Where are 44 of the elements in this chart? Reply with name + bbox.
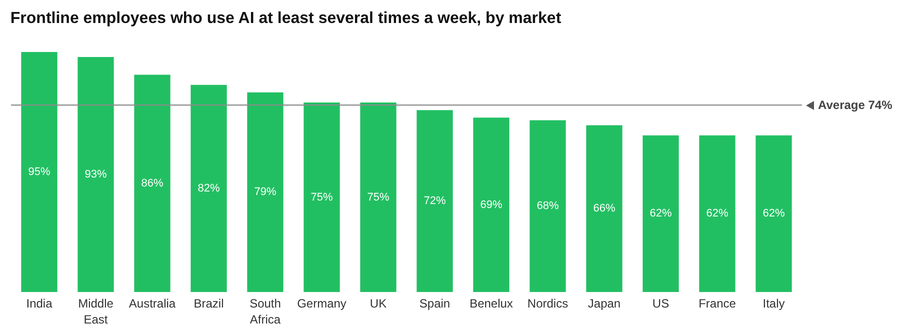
bar bbox=[530, 120, 566, 292]
data-label: 62% bbox=[706, 208, 728, 220]
x-tick-label: Germany bbox=[297, 296, 346, 310]
data-label: 68% bbox=[536, 200, 559, 212]
data-label: 66% bbox=[593, 202, 616, 215]
data-label: 79% bbox=[254, 186, 276, 198]
bar bbox=[699, 135, 736, 292]
bar bbox=[586, 125, 622, 292]
data-label: 75% bbox=[310, 191, 333, 204]
bar bbox=[134, 74, 170, 292]
x-tick-label: India bbox=[26, 296, 53, 310]
bar bbox=[304, 102, 340, 292]
data-label: 86% bbox=[141, 177, 164, 190]
x-tick-label: Benelux bbox=[470, 296, 513, 310]
data-label: 82% bbox=[198, 182, 220, 194]
bar bbox=[21, 52, 58, 292]
chart-title: Frontline employees who use AI at least several times a week, by market bbox=[10, 10, 562, 27]
data-label: 69% bbox=[480, 198, 502, 211]
x-tick-label: Japan bbox=[588, 296, 621, 310]
ref-line-label: Average 74% bbox=[818, 98, 893, 112]
x-tick-label: South Africa bbox=[250, 296, 281, 326]
bar bbox=[247, 92, 284, 292]
x-tick-label: US bbox=[652, 296, 670, 310]
data-label: 62% bbox=[650, 208, 672, 220]
x-tick-label: Italy bbox=[762, 296, 785, 310]
bar bbox=[416, 110, 453, 292]
x-tick-label: Australia bbox=[128, 296, 176, 310]
x-tick-label: UK bbox=[370, 296, 387, 310]
bar bbox=[360, 102, 396, 292]
x-tick-label: France bbox=[698, 296, 736, 310]
bar bbox=[756, 135, 792, 292]
bar bbox=[642, 135, 679, 292]
x-tick-label: Brazil bbox=[194, 296, 224, 310]
x-tick-label: Nordics bbox=[527, 296, 568, 310]
data-label: 93% bbox=[84, 168, 107, 181]
bar bbox=[473, 118, 510, 292]
x-tick-label: Middle East bbox=[78, 296, 114, 326]
data-label: 95% bbox=[28, 166, 50, 178]
data-label: 62% bbox=[762, 208, 785, 220]
bar bbox=[78, 57, 114, 292]
bar bbox=[190, 84, 227, 292]
data-label: 72% bbox=[424, 195, 446, 208]
x-tick-label: Spain bbox=[419, 296, 450, 310]
data-label: 75% bbox=[367, 191, 390, 204]
